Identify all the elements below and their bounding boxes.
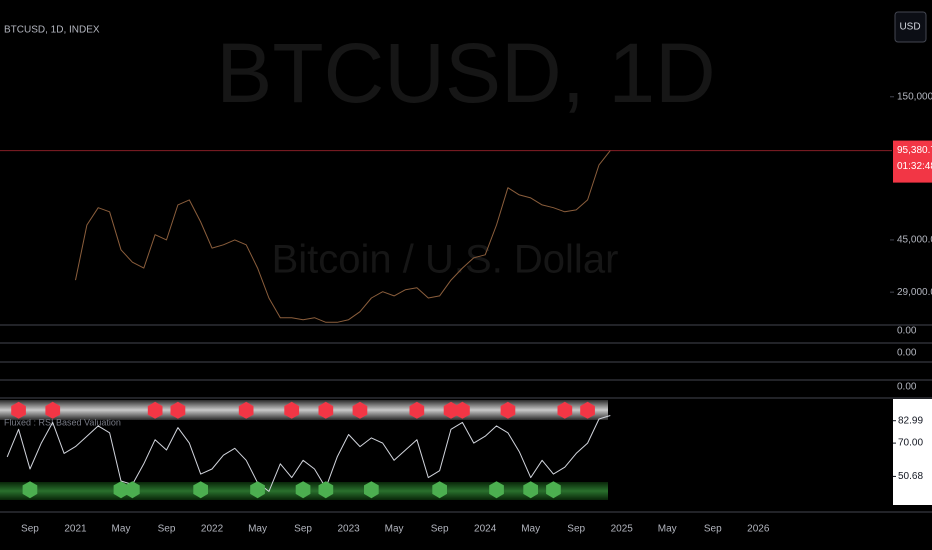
y2-tick-label: 70.00 (898, 438, 923, 449)
signal-marker (295, 481, 311, 499)
x-tick-label: Sep (21, 524, 39, 535)
currency-label[interactable]: USD (899, 22, 920, 33)
y2-tick-label: 82.99 (898, 415, 923, 426)
signal-marker (11, 401, 26, 419)
price-line (75, 150, 611, 323)
y-tick-label: 45,000.00 (897, 235, 932, 246)
x-tick-label: 2022 (201, 524, 224, 535)
signal-marker (455, 401, 470, 419)
signal-marker (147, 401, 163, 419)
rsi-line (6, 415, 611, 492)
signal-marker (238, 401, 254, 419)
y-tick-label: 29,000.00 (897, 287, 932, 298)
signal-marker (557, 401, 573, 419)
x-tick-label: Sep (158, 524, 176, 535)
signal-marker (443, 401, 459, 419)
x-tick-label: 2023 (337, 524, 360, 535)
signal-marker (352, 401, 368, 419)
symbol-info: BTCUSD, 1D, INDEX (4, 25, 100, 36)
x-tick-label: Sep (294, 524, 312, 535)
x-tick-label: May (658, 524, 677, 535)
signal-marker (284, 401, 300, 419)
signal-marker (546, 481, 561, 499)
signal-marker (193, 481, 208, 499)
x-tick-label: Sep (567, 524, 585, 535)
signal-marker (22, 481, 38, 499)
signal-marker (318, 481, 334, 499)
x-tick-label: May (521, 524, 540, 535)
current-price-box (893, 140, 932, 183)
watermark: BTCUSD, 1D (216, 26, 715, 120)
x-tick-label: 2021 (64, 524, 87, 535)
signal-marker (170, 401, 186, 419)
pane-label: 0.00 (897, 348, 917, 359)
x-tick-label: May (112, 524, 131, 535)
currency-button[interactable] (894, 11, 927, 43)
x-tick-label: Sep (431, 524, 449, 535)
x-tick-label: Sep (704, 524, 722, 535)
signal-marker (489, 481, 504, 499)
signal-marker (250, 481, 265, 499)
signal-marker (364, 481, 379, 499)
signal-marker (318, 401, 334, 419)
x-tick-label: 2024 (474, 524, 497, 535)
x-tick-label: May (385, 524, 404, 535)
x-tick-label: 2026 (747, 524, 770, 535)
signal-marker (125, 481, 140, 499)
signal-marker (432, 481, 447, 499)
countdown: 01:32:48 (897, 161, 932, 172)
current-price-label: 95,380.71 (897, 145, 932, 156)
signal-marker (45, 401, 61, 419)
y-tick-label: 150,000.00 (897, 91, 932, 102)
watermark-subtitle: Bitcoin / U.S. Dollar (272, 238, 619, 282)
x-tick-label: May (248, 524, 267, 535)
signal-marker (409, 401, 425, 419)
indicator-title: Fluxed : RSI Based Valuation (4, 417, 121, 427)
pane-label: 0.00 (897, 382, 917, 393)
y2-tick-label: 50.68 (898, 471, 923, 482)
signal-marker (113, 481, 129, 499)
signal-marker (580, 401, 595, 419)
pane-label: 0.00 (897, 326, 917, 337)
signal-marker (500, 401, 516, 419)
x-tick-label: 2025 (611, 524, 634, 535)
signal-marker (523, 481, 538, 499)
indicator-axis-bg (893, 399, 932, 505)
